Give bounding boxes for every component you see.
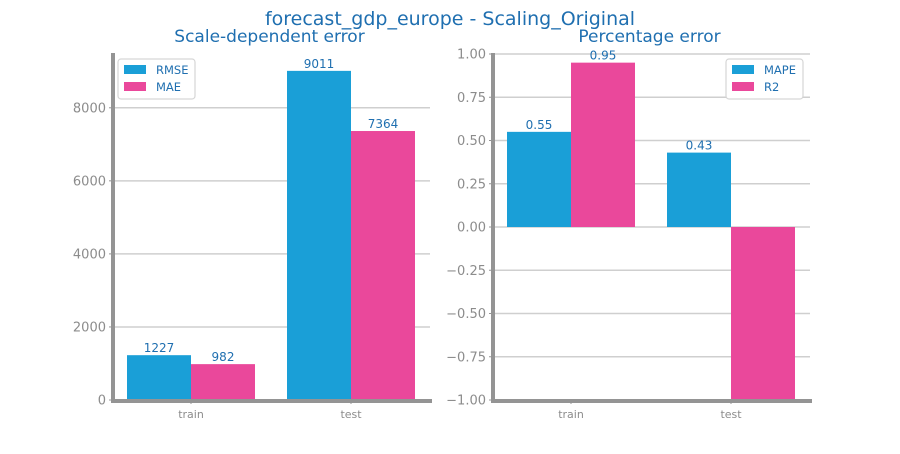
y-tick-label: −0.25 [446, 264, 486, 279]
x-tick-label: test [720, 408, 742, 421]
legend-swatch [732, 82, 754, 91]
bar-r2-test [731, 227, 795, 400]
bar-mae-train [191, 364, 255, 400]
data-label: 9011 [304, 57, 335, 71]
y-tick-label: −0.75 [446, 350, 486, 365]
y-tick-label: −0.50 [446, 307, 486, 322]
legend-label: MAE [156, 80, 181, 94]
x-tick-label: train [178, 408, 204, 421]
y-tick-label: 0.50 [457, 134, 486, 149]
subplot-title: Scale-dependent error [174, 27, 364, 47]
bar-mape-test [667, 152, 731, 227]
data-label: 1227 [144, 341, 175, 355]
data-label: 982 [212, 350, 235, 364]
data-label: 7364 [368, 117, 399, 131]
data-label: 0.43 [686, 139, 713, 153]
subplot-2: Percentage error −1.00 −0.75 −0.50 −0.25 0.00… [446, 27, 812, 421]
data-label: 0.55 [526, 118, 553, 132]
legend: RMSE MAE [117, 58, 196, 100]
y-tick-label: 4000 [73, 247, 106, 262]
bar-r2-train [571, 62, 635, 228]
y-tick-label: 0.25 [457, 177, 486, 192]
bar-rmse-test [287, 70, 351, 401]
subplot-title: Percentage error [578, 27, 720, 47]
y-tick-label: 0.00 [457, 221, 486, 236]
bar-rmse-train [127, 355, 191, 400]
legend-label: MAPE [764, 63, 796, 77]
legend-swatch [732, 65, 754, 74]
x-tick-label: train [558, 408, 584, 421]
y-tick-label: 0 [98, 394, 106, 409]
y-tick-label: 8000 [73, 101, 106, 116]
subplot-1: Scale-dependent error 0 2000 4000 6000 8000 12… [73, 27, 432, 421]
legend-swatch [124, 65, 146, 74]
legend: MAPE R2 [725, 58, 804, 100]
data-label: 0.95 [590, 49, 617, 63]
bar-mape-train [507, 131, 571, 227]
figure-title: forecast_gdp_europe - Scaling_Original [265, 8, 635, 30]
y-tick-label: 1.00 [457, 48, 486, 63]
y-tick-label: 0.75 [457, 91, 486, 106]
y-tick-label: 2000 [73, 320, 106, 335]
y-tick-label: −1.00 [446, 394, 486, 409]
legend-label: RMSE [156, 63, 188, 77]
legend-label: R2 [764, 80, 779, 94]
x-tick-label: test [340, 408, 362, 421]
legend-swatch [124, 82, 146, 91]
bar-mae-test [351, 131, 415, 401]
y-tick-label: 6000 [73, 174, 106, 189]
